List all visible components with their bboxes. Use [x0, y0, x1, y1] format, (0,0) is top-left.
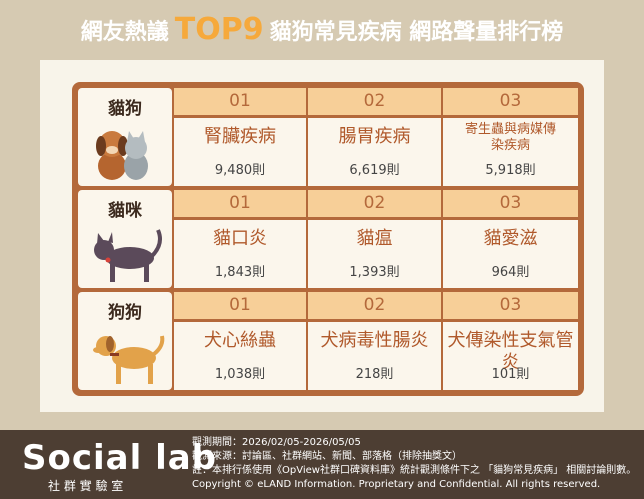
rank-body: 腸胃疾病 6,619則 [308, 118, 441, 186]
rank-column: 03 貓愛滋 964則 [443, 190, 578, 288]
title-prefix: 網友熱議 [80, 20, 169, 45]
rank-column: 01 腎臟疾病 9,480則 [174, 88, 306, 186]
rank-column: 03 寄生蟲與病媒傳染疾病 5,918則 [443, 88, 578, 186]
disease-name: 腸胃疾病 [338, 126, 411, 147]
logo: Social lab [22, 438, 218, 478]
rank-number: 02 [308, 190, 441, 217]
disease-name: 貓瘟 [356, 228, 393, 249]
animal-icon [88, 122, 158, 186]
rank-body: 貓愛滋 964則 [443, 220, 578, 288]
rank-body: 寄生蟲與病媒傳染疾病 5,918則 [443, 118, 578, 186]
rank-column: 01 貓口炎 1,843則 [174, 190, 306, 288]
disease-name: 犬病毒性腸炎 [320, 330, 429, 351]
rank-number: 01 [174, 292, 306, 319]
group-row: 狗狗 01 犬心絲蟲 1,038則 02 犬病毒性腸炎 218則 03 犬傳染性支氣管炎 101則 [78, 292, 578, 390]
mention-count: 1,393則 [349, 265, 400, 280]
mention-count: 101則 [491, 367, 530, 382]
disease-name: 貓口炎 [213, 228, 267, 249]
title-suffix: 貓狗常見疾病 網路聲量排行榜 [269, 20, 564, 45]
rank-column: 02 犬病毒性腸炎 218則 [308, 292, 441, 390]
rank-body: 犬心絲蟲 1,038則 [174, 322, 306, 390]
rank-body: 犬病毒性腸炎 218則 [308, 322, 441, 390]
rank-column: 01 犬心絲蟲 1,038則 [174, 292, 306, 390]
animal-label: 貓狗 [108, 99, 142, 119]
footer-line: 觀測期間：2026/02/05-2026/05/05 [192, 437, 361, 448]
rank-number: 01 [174, 190, 306, 217]
disease-name: 犬心絲蟲 [204, 330, 276, 351]
mention-count: 9,480則 [214, 163, 266, 178]
animal-label: 狗狗 [108, 303, 142, 323]
rank-number: 03 [443, 88, 578, 115]
title-highlight: TOP9 [174, 12, 264, 47]
animal-cell: 貓狗 [78, 88, 172, 186]
rank-body: 貓瘟 1,393則 [308, 220, 441, 288]
ranking-table: 貓狗 01 腎臟疾病 9,480則 02 腸胃疾病 6,619則 03 寄生蟲與病媒傳染疾病 5,… [72, 82, 584, 396]
animal-icon [88, 326, 168, 392]
group-row: 貓狗 01 腎臟疾病 9,480則 02 腸胃疾病 6,619則 03 寄生蟲與病媒傳染疾病 5,… [78, 88, 578, 186]
rank-column: 02 腸胃疾病 6,619則 [308, 88, 441, 186]
mention-count: 218則 [355, 367, 394, 382]
rank-number: 03 [443, 190, 578, 217]
title: 網友熱議 TOP9 貓狗常見疾病 網路聲量排行榜 [0, 10, 644, 53]
rank-number: 03 [443, 292, 578, 319]
rank-column: 02 貓瘟 1,393則 [308, 190, 441, 288]
mention-count: 1,038則 [214, 367, 266, 382]
animal-label: 貓咪 [108, 201, 142, 221]
rank-body: 犬傳染性支氣管炎 101則 [443, 322, 578, 390]
group-row: 貓咪 01 貓口炎 1,843則 02 貓瘟 1,393則 03 貓愛滋 964則 [78, 190, 578, 288]
footer-line: Copyright © eLAND Information. Proprieta… [192, 479, 601, 490]
disease-name: 腎臟疾病 [204, 126, 276, 147]
rank-number: 02 [308, 292, 441, 319]
animal-cell: 狗狗 [78, 292, 172, 390]
rank-body: 貓口炎 1,843則 [174, 220, 306, 288]
footer-line: 註：本排行係使用《OpView社群口碑資料庫》統計觀測條件下之 「貓狗常見疾病」… [192, 465, 637, 476]
disease-name: 犬傳染性支氣管炎 [447, 330, 574, 373]
animal-icon [88, 224, 168, 288]
mention-count: 1,843則 [214, 265, 266, 280]
mention-count: 964則 [491, 265, 530, 280]
logo-subtitle: 社 群 實 驗 室 [48, 479, 124, 493]
mention-count: 6,619則 [349, 163, 400, 178]
footer-notes: 觀測期間：2026/02/05-2026/05/05 觀測來源：討論區、社群網站、… [192, 436, 636, 492]
disease-name: 寄生蟲與病媒傳染疾病 [465, 122, 557, 153]
mention-count: 5,918則 [485, 163, 536, 178]
disease-name: 貓愛滋 [483, 228, 538, 249]
rank-number: 01 [174, 88, 306, 115]
rank-body: 腎臟疾病 9,480則 [174, 118, 306, 186]
footer: Social lab 社 群 實 驗 室 觀測期間：2026/02/05-202… [0, 430, 644, 499]
rank-number: 02 [308, 88, 441, 115]
footer-line: 觀測來源：討論區、社群網站、新聞、部落格（排除抽獎文） [192, 451, 462, 462]
rank-column: 03 犬傳染性支氣管炎 101則 [443, 292, 578, 390]
animal-cell: 貓咪 [78, 190, 172, 288]
